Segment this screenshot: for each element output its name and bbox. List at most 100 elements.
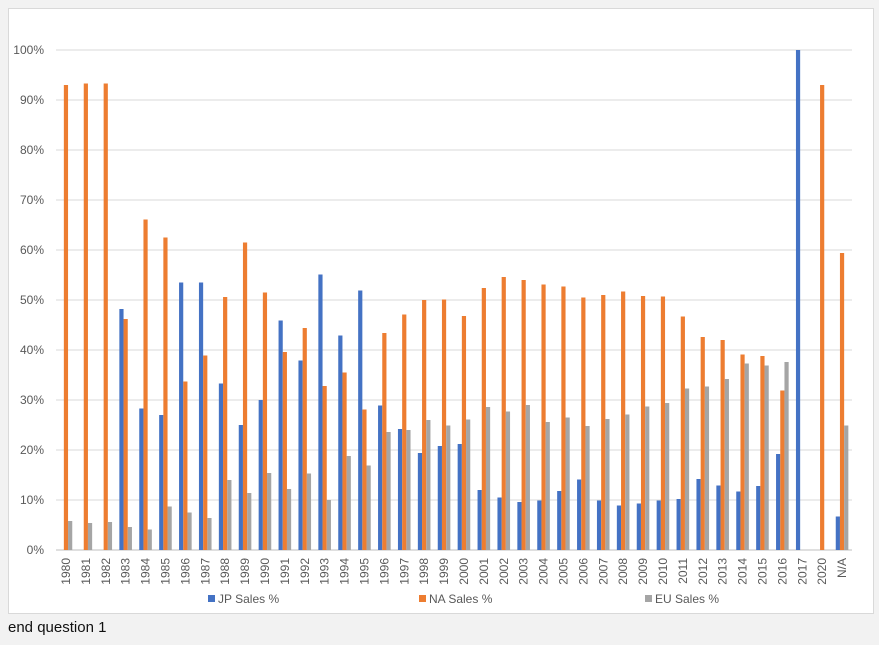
bar <box>207 518 212 550</box>
x-tick-label: 2008 <box>616 558 630 585</box>
bar <box>621 291 626 550</box>
bar <box>577 479 582 550</box>
bar <box>402 314 407 550</box>
bar <box>457 444 462 550</box>
bar <box>382 333 387 550</box>
bar <box>437 446 442 550</box>
legend-label: JP Sales % <box>218 592 279 606</box>
bar <box>187 512 192 550</box>
bar <box>147 529 152 550</box>
bar <box>139 408 144 550</box>
x-tick-label: 2001 <box>477 558 491 585</box>
bar <box>665 403 670 550</box>
bar <box>223 297 228 550</box>
x-tick-label: 2007 <box>596 558 610 585</box>
bar <box>839 253 845 550</box>
bar <box>844 425 849 550</box>
x-tick-label: 2000 <box>457 558 471 585</box>
y-tick-label: 20% <box>20 443 44 457</box>
bar <box>227 480 232 550</box>
bar <box>179 282 184 550</box>
y-tick-label: 50% <box>20 293 44 307</box>
x-tick-label: 1995 <box>357 558 371 585</box>
bar <box>521 280 526 550</box>
bar <box>541 284 546 550</box>
y-tick-label: 80% <box>20 143 44 157</box>
x-tick-label: 1994 <box>338 558 352 585</box>
bar <box>565 417 570 550</box>
bar <box>338 335 343 550</box>
bar <box>218 383 224 550</box>
bar <box>426 420 431 550</box>
bar <box>645 406 650 550</box>
legend-label: NA Sales % <box>429 592 493 606</box>
bar <box>198 282 204 550</box>
bar <box>119 309 124 550</box>
x-tick-label: 1987 <box>198 558 212 585</box>
bar <box>720 340 725 550</box>
bar <box>242 242 248 550</box>
x-tick-label: 2014 <box>736 558 750 585</box>
x-tick-label: 2002 <box>497 558 511 585</box>
bar <box>326 500 331 550</box>
bar <box>107 522 113 550</box>
bar <box>696 479 701 550</box>
x-tick-label: N/A <box>835 558 849 578</box>
bar <box>262 292 268 550</box>
bar <box>342 372 347 550</box>
bar <box>362 409 367 550</box>
bar <box>163 237 168 550</box>
bar <box>63 85 69 550</box>
bar <box>322 386 327 550</box>
y-tick-label: 70% <box>20 193 44 207</box>
x-tick-label: 2020 <box>815 558 829 585</box>
bar <box>561 286 566 550</box>
bar <box>616 505 622 550</box>
bar <box>756 486 761 550</box>
bar <box>466 419 471 550</box>
x-tick-label: 1993 <box>318 558 332 585</box>
x-tick-label: 1985 <box>158 558 172 585</box>
bar <box>740 354 745 550</box>
x-tick-label: 2016 <box>775 558 789 585</box>
bar <box>123 319 128 550</box>
x-tick-label: 2004 <box>537 558 551 585</box>
bar <box>660 296 666 550</box>
bar <box>605 419 610 550</box>
y-tick-label: 10% <box>20 493 44 507</box>
bar <box>167 506 172 550</box>
x-tick-label: 1999 <box>437 558 451 585</box>
bar <box>596 500 602 550</box>
x-tick-label: 2015 <box>755 558 769 585</box>
legend-swatch <box>208 595 215 602</box>
bar <box>318 274 323 550</box>
x-tick-label: 1992 <box>298 558 312 585</box>
x-tick-label: 1990 <box>258 558 272 585</box>
x-tick-label: 1986 <box>178 558 192 585</box>
x-tick-label: 1991 <box>278 558 292 585</box>
x-tick-label: 2017 <box>795 558 809 585</box>
bar <box>601 295 606 550</box>
bar <box>87 523 93 550</box>
bar <box>143 219 148 550</box>
bar <box>716 485 721 550</box>
bar <box>835 516 840 550</box>
bar <box>517 502 522 550</box>
bar <box>446 425 451 550</box>
bar <box>406 430 411 550</box>
bar <box>286 489 292 550</box>
bar <box>625 414 630 550</box>
bar <box>636 503 641 550</box>
x-tick-label: 2011 <box>676 558 690 584</box>
bar <box>306 473 312 550</box>
bar <box>525 405 530 550</box>
x-tick-label: 1983 <box>119 558 133 585</box>
bar <box>247 493 252 550</box>
bar <box>258 400 263 550</box>
bar <box>203 355 208 550</box>
bar <box>298 360 303 550</box>
bar <box>68 521 73 550</box>
y-tick-label: 60% <box>20 243 44 257</box>
bar <box>485 407 491 550</box>
x-tick-label: 2013 <box>716 558 730 585</box>
